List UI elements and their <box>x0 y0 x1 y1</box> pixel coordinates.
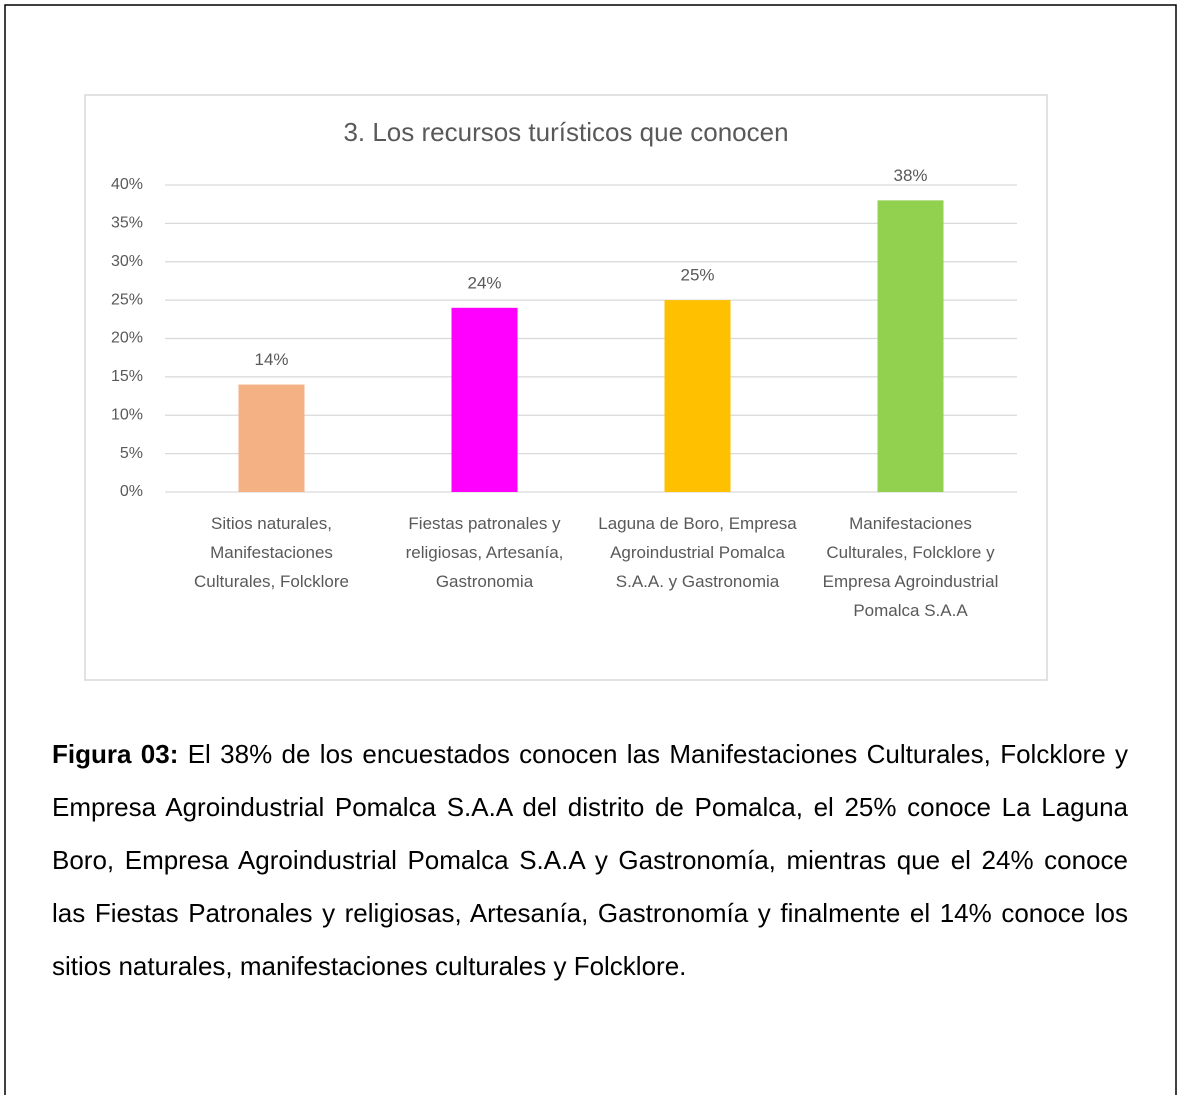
data-label: 14% <box>254 350 288 369</box>
caption-text: El 38% de los encuestados conocen las Ma… <box>52 739 1129 981</box>
y-tick-label: 15% <box>111 368 143 385</box>
y-tick-label: 0% <box>120 483 143 500</box>
y-tick-label: 5% <box>120 445 143 462</box>
chart-title: 3. Los recursos turísticos que conocen <box>343 117 788 147</box>
x-tick-label: Manifestaciones Culturales, Folcklore y … <box>822 514 999 620</box>
data-label: 38% <box>893 166 927 185</box>
y-tick-label: 10% <box>111 406 143 423</box>
y-tick-label: 25% <box>111 291 143 308</box>
y-tick-label: 35% <box>111 215 143 232</box>
x-tick-label: Laguna de Boro, Empresa Agroindustrial P… <box>598 514 797 591</box>
bar <box>451 307 518 492</box>
y-tick-label: 20% <box>111 330 143 347</box>
y-tick-label: 30% <box>111 253 143 270</box>
x-tick-label: Sitios naturales, Manifestaciones Cultur… <box>194 514 349 591</box>
y-tick-label: 40% <box>111 176 143 193</box>
page-frame <box>4 4 1177 1095</box>
bar <box>664 300 731 492</box>
bar <box>238 384 305 492</box>
data-label: 24% <box>467 273 501 292</box>
x-tick-label: Fiestas patronales y religiosas, Artesan… <box>405 514 564 591</box>
caption: Figura 03: El 38% de los encuestados con… <box>52 728 1128 993</box>
caption-label: Figura 03: <box>52 739 179 769</box>
data-label: 25% <box>680 266 714 285</box>
bar <box>877 200 944 492</box>
